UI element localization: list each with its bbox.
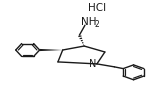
Text: 2: 2: [95, 20, 99, 29]
Text: N: N: [89, 59, 97, 69]
Text: NH: NH: [81, 17, 97, 27]
Text: HCl: HCl: [88, 3, 106, 13]
Polygon shape: [40, 49, 63, 51]
